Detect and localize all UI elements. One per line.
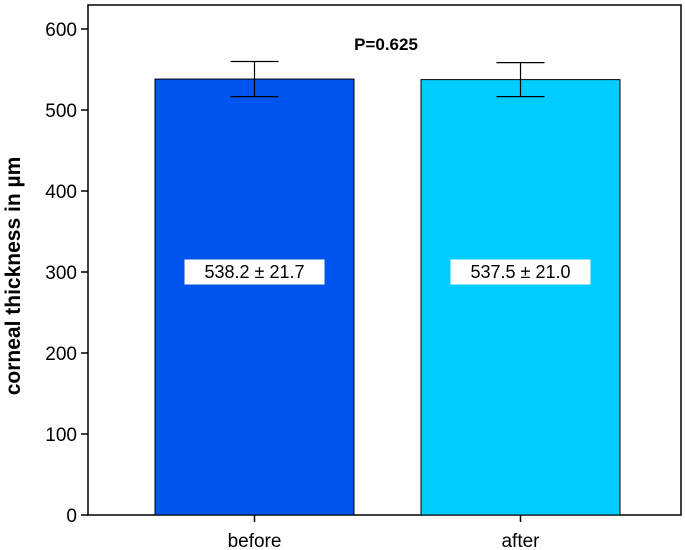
y-tick-label: 400 bbox=[45, 182, 77, 203]
data-label-box-before bbox=[184, 259, 325, 285]
bar-after bbox=[420, 79, 621, 516]
y-tick-label: 600 bbox=[45, 20, 77, 41]
y-axis-title: corneal thickness in µm bbox=[2, 157, 25, 396]
y-tick-label: 500 bbox=[45, 101, 77, 122]
y-tick-label: 300 bbox=[45, 263, 77, 284]
bar-before bbox=[154, 78, 355, 516]
x-tick-label-before: before bbox=[228, 531, 282, 550]
data-label-after: 537.5 ± 21.0 bbox=[471, 262, 571, 282]
data-label-before: 538.2 ± 21.7 bbox=[205, 262, 305, 282]
data-label-box-after bbox=[450, 259, 591, 285]
y-tick-label: 100 bbox=[45, 425, 77, 446]
plot-frame bbox=[87, 4, 682, 516]
y-tick-label: 200 bbox=[45, 344, 77, 365]
y-tick-label: 0 bbox=[66, 506, 77, 527]
p-value-annotation: P=0.625 bbox=[354, 35, 418, 54]
x-tick-label-after: after bbox=[501, 531, 540, 550]
